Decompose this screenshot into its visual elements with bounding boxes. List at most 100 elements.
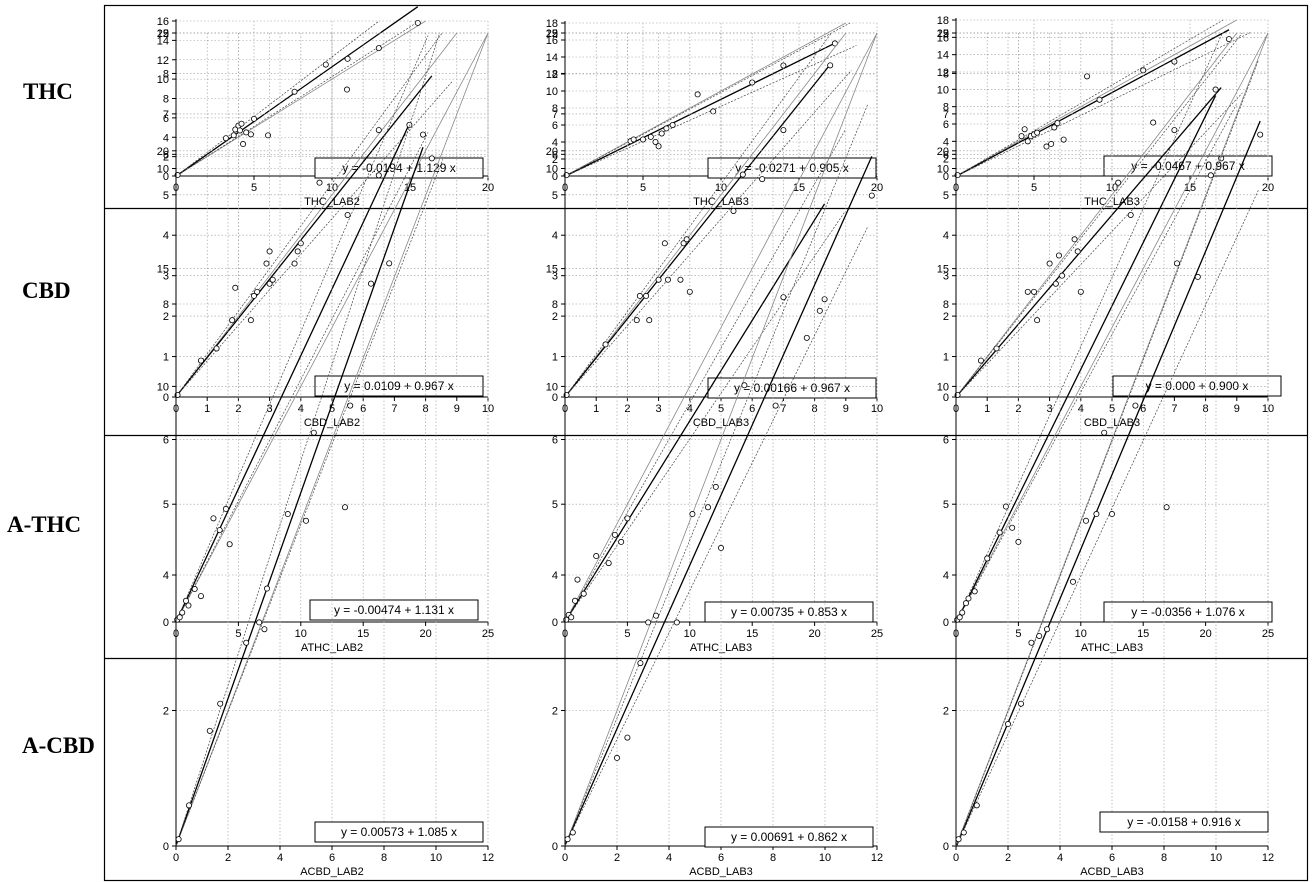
data-point <box>780 294 787 301</box>
data-point <box>1009 524 1016 531</box>
y-tick-label: 18 <box>546 18 558 30</box>
data-point <box>996 529 1003 536</box>
regression-line <box>955 95 1217 624</box>
data-point <box>1051 124 1058 131</box>
y-tick-label: 6 <box>163 435 169 447</box>
data-point <box>375 172 382 179</box>
confidence-band-upper <box>564 32 832 398</box>
y-tick-label: 4 <box>943 230 949 242</box>
regression-line <box>955 29 1230 177</box>
data-point <box>645 619 652 626</box>
data-point <box>1074 248 1081 255</box>
data-point <box>646 317 653 324</box>
data-point <box>254 288 261 295</box>
regression-equation: y = 0.00691 + 0.862 x <box>731 830 847 844</box>
confidence-band-lower <box>564 45 857 177</box>
y-tick-label: 8 <box>163 68 169 80</box>
y-tick-label: 8 <box>943 299 949 311</box>
data-point <box>266 248 273 255</box>
y-tick-label: 4 <box>943 136 949 148</box>
y-tick-label: 10 <box>157 74 169 86</box>
y-tick-label: 4 <box>943 570 949 582</box>
data-point <box>664 276 671 283</box>
x-tick-label: 5 <box>1031 182 1037 194</box>
data-point <box>247 131 254 138</box>
x-tick-label: 15 <box>746 628 758 640</box>
y-tick-label: 0 <box>943 617 949 629</box>
x-tick-label: 6 <box>718 852 724 864</box>
data-point <box>959 609 966 616</box>
data-point <box>1150 119 1157 126</box>
y-tick-label: 6 <box>552 120 558 132</box>
y-tick-label: 25 <box>157 28 169 40</box>
data-point <box>179 609 186 616</box>
x-tick-label: 5 <box>235 628 241 640</box>
y-tick-label: 5 <box>163 499 169 511</box>
data-point <box>414 19 421 26</box>
y-tick-label: 5 <box>552 190 558 202</box>
equation-box <box>314 375 484 397</box>
data-point <box>730 207 737 214</box>
confidence-band-lower <box>564 226 868 846</box>
identity-line <box>175 20 426 177</box>
y-tick-label: 20 <box>546 146 558 158</box>
x-tick-label: 3 <box>1047 403 1053 415</box>
y-tick-label: 8 <box>943 68 949 80</box>
x-tick-label: 12 <box>482 852 494 864</box>
y-tick-label: 0 <box>552 171 558 183</box>
data-point <box>580 590 587 597</box>
confidence-band-upper <box>564 22 851 177</box>
y-tick-label: 6 <box>163 149 169 161</box>
data-point <box>1024 288 1031 295</box>
y-tick-label: 0 <box>552 617 558 629</box>
y-tick-label: 1 <box>552 352 558 364</box>
data-point <box>175 836 182 843</box>
data-point <box>197 357 204 364</box>
y-tick-label: 3 <box>943 271 949 283</box>
x-tick-label: 4 <box>277 852 283 864</box>
x-tick-label: 5 <box>251 182 257 194</box>
y-tick-label: 5 <box>163 190 169 202</box>
data-point <box>1060 136 1067 143</box>
data-point <box>574 576 581 583</box>
regression-equation: y = 0.0109 + 0.967 x <box>344 379 453 393</box>
data-point <box>993 345 1000 352</box>
x-tick-label: 2 <box>614 852 620 864</box>
y-tick-label: 18 <box>937 15 949 27</box>
data-point <box>265 132 272 139</box>
y-tick-label: 2 <box>163 152 169 164</box>
y-tick-label: 0 <box>943 392 949 404</box>
data-point <box>1044 626 1051 633</box>
regression-equation: y = 0.00166 + 0.967 x <box>734 381 850 395</box>
data-point <box>1015 538 1022 545</box>
data-point <box>428 155 435 162</box>
data-point <box>263 585 270 592</box>
equation-box <box>704 826 874 848</box>
row-label-a-cbd: A-CBD <box>22 733 95 758</box>
data-point <box>419 131 426 138</box>
y-tick-label: 16 <box>937 32 949 44</box>
y-tick-label: 2 <box>552 706 558 718</box>
data-point <box>406 121 413 128</box>
y-tick-label: 10 <box>937 381 949 393</box>
data-point <box>962 600 969 607</box>
y-tick-label: 2 <box>943 311 949 323</box>
data-point <box>965 595 972 602</box>
equation-box <box>707 157 877 179</box>
data-point <box>1018 700 1025 707</box>
identity-line <box>175 32 489 847</box>
equation-box <box>1112 375 1282 397</box>
data-point <box>1115 179 1122 186</box>
regression-line <box>564 42 836 177</box>
data-point <box>1127 211 1134 218</box>
regression-line <box>955 87 1222 398</box>
y-tick-label: 10 <box>546 164 558 176</box>
regression-line <box>175 123 410 623</box>
y-tick-label: 25 <box>546 28 558 40</box>
confidence-band-lower <box>564 69 852 398</box>
data-point <box>564 836 571 843</box>
data-point <box>347 402 354 409</box>
